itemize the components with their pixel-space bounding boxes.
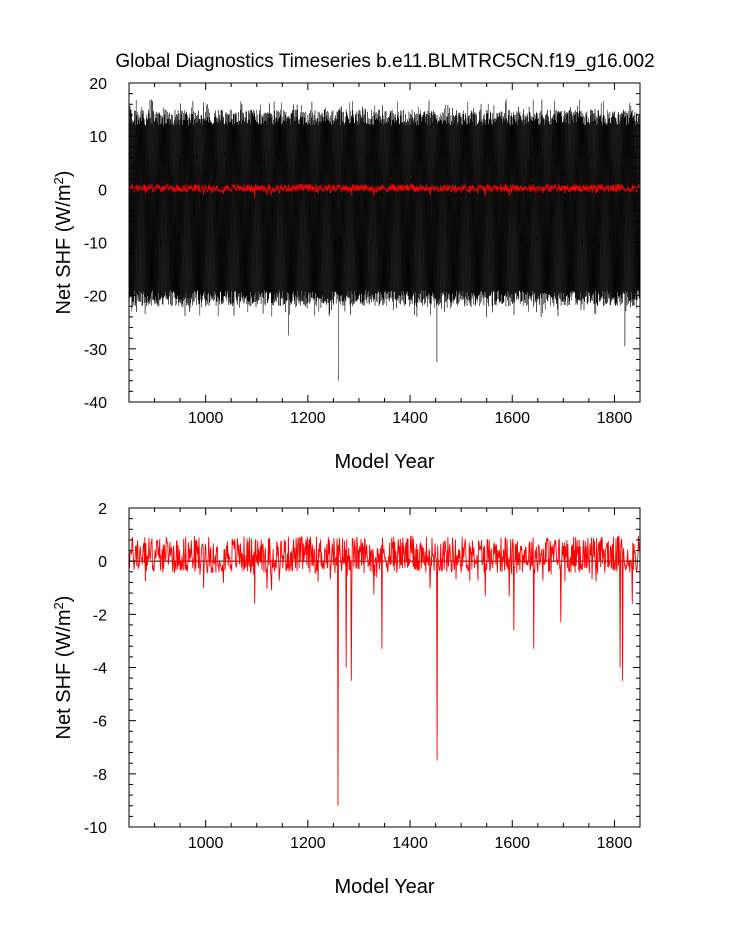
bottom-panel-axes: 1000 1200 1400 1600 1800 2 0 -2 -4 -6 -8 -10 (84, 501, 641, 852)
top-panel-series (129, 99, 640, 381)
y-tick-label: -2 (93, 607, 107, 624)
x-tick-label: 1800 (597, 410, 633, 427)
bottom-x-axis-label: Model Year (334, 876, 434, 898)
x-tick-label: 1800 (597, 835, 633, 852)
y-tick-label: -20 (84, 289, 107, 306)
y-tick-label: 20 (89, 76, 107, 93)
y-tick-label: 0 (98, 554, 107, 571)
annual-mean-series-line (129, 182, 640, 198)
y-tick-label: -6 (93, 714, 107, 731)
top-y-axis-label: Net SHF (W/m2) (51, 171, 76, 315)
top-panel-axes: 1000 1200 1400 1600 1800 20 10 0 -10 -20 -30 -40 (84, 76, 641, 427)
y-tick-label: 0 (98, 182, 107, 199)
bottom-y-axis-label: Net SHF (W/m2) (51, 596, 76, 740)
top-x-axis-label: Model Year (334, 451, 434, 473)
x-tick-label: 1400 (392, 835, 428, 852)
bottom-panel-series (129, 535, 640, 806)
x-tick-label: 1600 (494, 835, 530, 852)
x-tick-label: 1400 (392, 410, 428, 427)
y-tick-label: 10 (89, 129, 107, 146)
monthly-series-line (129, 99, 640, 381)
y-tick-label: -40 (84, 395, 107, 412)
y-tick-label: -10 (84, 820, 107, 837)
bottom-panel: 1000 1200 1400 1600 1800 2 0 -2 -4 -6 -8 -10 Net SH… (51, 501, 641, 898)
y-tick-label: -30 (84, 342, 107, 359)
y-tick-label: 2 (98, 501, 107, 518)
y-tick-label: -4 (93, 661, 107, 678)
x-tick-label: 1200 (290, 410, 326, 427)
chart-title: Global Diagnostics Timeseries b.e11.BLMT… (115, 51, 654, 72)
x-tick-label: 1000 (188, 410, 224, 427)
y-tick-label: -10 (84, 236, 107, 253)
x-tick-label: 1200 (290, 835, 326, 852)
annual-mean-series-line (129, 535, 640, 806)
y-tick-label: -8 (93, 767, 107, 784)
top-panel: 1000 1200 1400 1600 1800 20 10 0 -10 -20 -30 -40 Ne… (51, 76, 641, 473)
x-tick-label: 1000 (188, 835, 224, 852)
x-tick-label: 1600 (494, 410, 530, 427)
